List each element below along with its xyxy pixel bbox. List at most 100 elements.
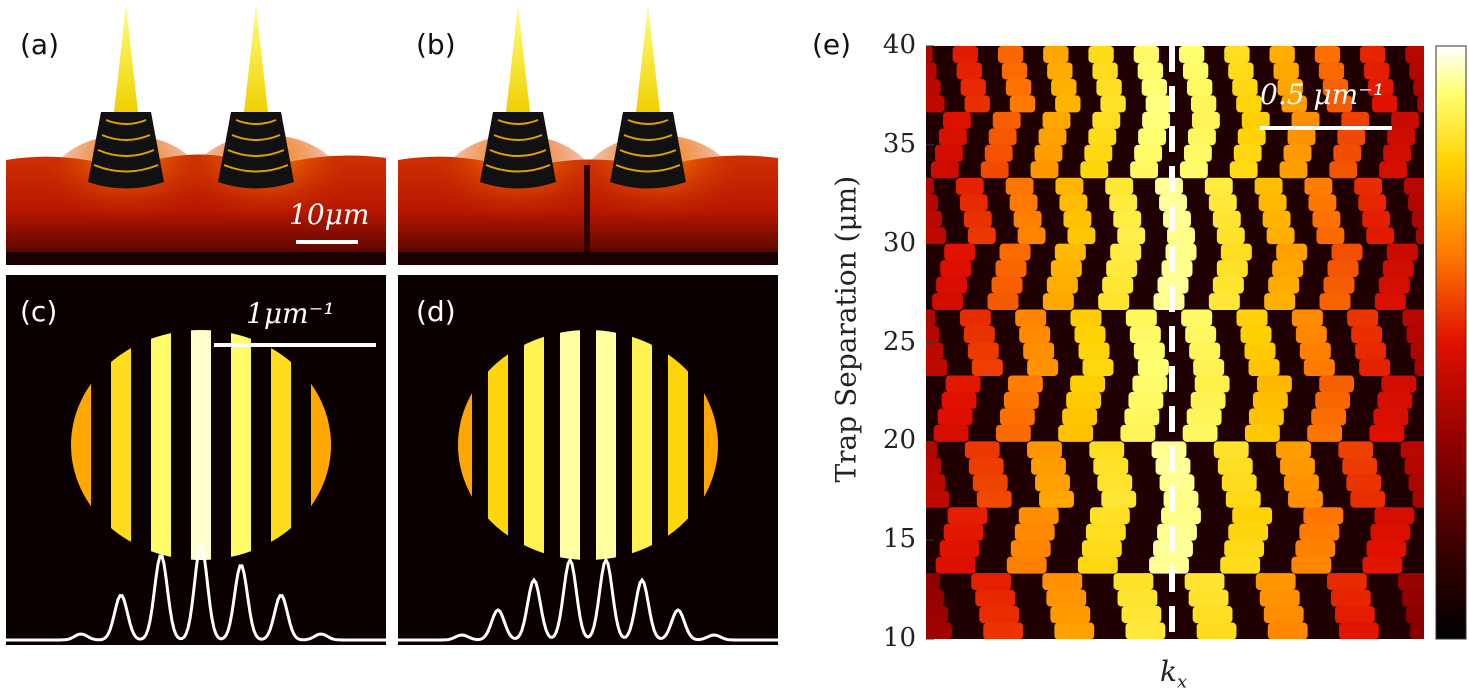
heatmap-cell (1063, 210, 1092, 228)
heatmap-cell (1295, 326, 1327, 343)
heatmap-cell (1269, 46, 1295, 63)
heatmap-cell (1184, 573, 1225, 591)
heatmap-cell (1006, 556, 1047, 574)
heatmap-cell (1196, 622, 1237, 639)
heatmap-cell (1182, 62, 1209, 80)
heatmap-cell (1381, 375, 1417, 393)
heatmap-cell (934, 144, 963, 162)
heatmap-cell (1082, 358, 1114, 376)
heatmap-cell (1326, 95, 1353, 113)
panel-label: (e) (812, 28, 852, 61)
heatmap-cell (1192, 606, 1233, 624)
heatmap-cell (926, 573, 940, 591)
heatmap-cell (1216, 227, 1245, 245)
heatmap-cell (1133, 342, 1165, 360)
heatmap-cell (1054, 622, 1095, 639)
heatmap-cell (1303, 507, 1344, 525)
heatmap-cell (1106, 260, 1138, 278)
heatmap-cell (1236, 309, 1268, 327)
fringe-stripe (632, 330, 652, 560)
heatmap-cell (1042, 293, 1074, 311)
heatmap-cell (1188, 589, 1229, 607)
scale-bar-label: 0.5 μm⁻¹ (1260, 78, 1385, 111)
heatmap-cell (999, 408, 1035, 426)
heatmap-cell (1374, 293, 1406, 311)
heatmap-cell (1276, 441, 1311, 459)
heatmap-cell (1102, 276, 1134, 294)
heatmap-cell (1190, 95, 1217, 113)
panel-c: (c) 1μm⁻¹ (6, 275, 386, 645)
heatmap-cell (1034, 144, 1063, 162)
heatmap-cell (861, 359, 892, 376)
heatmap-cell (1248, 358, 1280, 376)
heatmap-cell (1256, 375, 1292, 393)
heatmap-cell (1186, 408, 1222, 426)
heatmap-cell (1378, 276, 1410, 294)
heatmap-cell (1366, 227, 1395, 245)
heatmap-cell (1404, 457, 1424, 475)
heatmap-cell (926, 358, 948, 376)
heatmap-cell (866, 62, 891, 79)
heatmap-cell (1059, 194, 1088, 212)
heatmap-cell (1272, 260, 1304, 278)
heatmap-cell (1224, 540, 1265, 558)
heatmap-cell (1005, 177, 1034, 195)
heatmap-cell (1374, 507, 1415, 525)
heatmap-cell (1157, 276, 1189, 294)
fringe-stripe (488, 330, 508, 560)
heatmap-cell (975, 589, 1016, 607)
y-axis-label: Trap Separation (μm) (829, 175, 863, 483)
heatmap-cell (1105, 177, 1134, 195)
heatmap-cell (865, 557, 905, 574)
heatmap-cell (1273, 62, 1299, 80)
heatmap-cell (1347, 309, 1379, 327)
heatmap-cell (1110, 243, 1142, 261)
heatmap-cell (1096, 78, 1122, 96)
scale-bar-label: 10μm (289, 198, 370, 231)
heatmap-cell (1409, 62, 1424, 80)
heatmap-cell (1007, 375, 1043, 393)
heatmap-cell (852, 491, 887, 508)
y-tick-label: 30 (882, 227, 916, 258)
heatmap-cell (1109, 194, 1138, 212)
heatmap-cell (1405, 46, 1424, 63)
heatmap-cell (1318, 62, 1345, 80)
heatmap-cell (1281, 95, 1307, 113)
heatmap-cell (1258, 194, 1287, 212)
heatmap-cell (1113, 573, 1154, 591)
heatmap-cell (963, 326, 995, 343)
heatmap-cell (1003, 391, 1039, 409)
heatmap-cell (1362, 210, 1391, 228)
heatmap-cell (1383, 144, 1412, 162)
heatmap-cell (1047, 62, 1073, 80)
heatmap-cell (1081, 540, 1122, 558)
heatmap-cell (1373, 408, 1409, 426)
heatmap-cell (980, 161, 1009, 179)
heatmap-cell (1137, 62, 1164, 80)
heatmap-cell (926, 227, 946, 245)
heatmap-cell (1417, 95, 1424, 113)
heatmap-cell (1355, 342, 1387, 360)
panel-b-surface (398, 5, 778, 265)
heatmap-cell (926, 606, 948, 624)
heatmap-cell (1232, 507, 1273, 525)
y-tick-label: 35 (882, 128, 916, 159)
panel-d-fringes (398, 330, 778, 642)
heatmap-cell (1013, 210, 1042, 228)
heatmap-cell (877, 293, 908, 310)
panel-label: (b) (416, 28, 456, 61)
heatmap-cell (1303, 358, 1335, 376)
heatmap-cell (1291, 309, 1323, 327)
heatmap-cell (1341, 111, 1370, 129)
heatmap-cell (1046, 276, 1078, 294)
heatmap-cell (1382, 260, 1414, 278)
heatmap-cell (1402, 589, 1424, 607)
panel-label: (d) (416, 295, 456, 328)
heatmap-cell (1085, 523, 1126, 541)
heatmap-cell (1279, 161, 1308, 179)
heatmap-cell (1138, 128, 1167, 146)
panel-b: (b) (398, 0, 778, 265)
heatmap-cell (988, 128, 1017, 146)
heatmap-cell (1299, 342, 1331, 360)
heatmap-cell (1121, 606, 1162, 624)
